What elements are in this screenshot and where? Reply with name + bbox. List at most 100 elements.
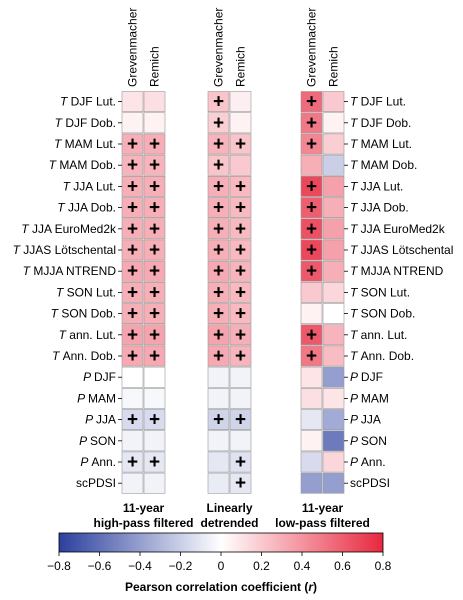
heatmap-cell xyxy=(143,239,166,261)
heatmap-cell xyxy=(229,366,252,388)
significance-marker: + xyxy=(306,92,317,113)
colorbar-tick-label: −0.8 xyxy=(47,559,71,573)
heatmap-cell xyxy=(229,91,252,113)
panel-title-line2: low-pass filtered xyxy=(275,516,370,530)
colorbar-ticks: −0.8 −0.6 −0.4 −0.2 0 0.2 0.4 0.6 0.8 xyxy=(47,552,392,573)
heatmap-cell xyxy=(229,430,252,452)
row-label: T SON Lut. xyxy=(350,285,410,299)
row-label: T JJAS Lötschental xyxy=(13,243,116,257)
row-label: P JJA xyxy=(85,413,116,427)
significance-marker: + xyxy=(149,261,160,282)
heatmap-cell xyxy=(207,324,230,346)
heatmap-cell xyxy=(300,239,323,261)
heatmap-cell xyxy=(229,112,252,134)
heatmap-cell xyxy=(143,472,166,494)
row-label: P DJF xyxy=(350,370,383,384)
heatmap-cell xyxy=(121,430,144,452)
heatmap-cell xyxy=(300,176,323,197)
row-label: T SON Dob. xyxy=(51,307,116,321)
row-label: T JJA Dob. xyxy=(350,201,409,215)
significance-marker: + xyxy=(127,219,138,240)
significance-marker: + xyxy=(127,261,138,282)
row-label: T SON Lut. xyxy=(56,285,116,299)
panel-title-line1: 11-year xyxy=(302,501,344,515)
heatmap-cell xyxy=(143,345,166,367)
row-label: T JJA EuroMed2k xyxy=(21,222,117,236)
colorbar-tick-label: −0.6 xyxy=(88,559,112,573)
heatmap-cell xyxy=(143,91,166,113)
row-label: T SON Dob. xyxy=(350,307,415,321)
heatmap-cell xyxy=(300,345,323,367)
significance-marker: + xyxy=(149,134,160,155)
heatmap-cell xyxy=(143,197,166,219)
heatmap-cell xyxy=(207,260,230,282)
heatmap-cell xyxy=(143,430,166,452)
significance-marker: + xyxy=(213,325,224,346)
significance-marker: + xyxy=(149,282,160,303)
colorbar-tick-label: 0 xyxy=(218,559,225,573)
row-label: P MAM xyxy=(350,391,389,405)
heatmap-cell xyxy=(229,239,252,261)
panel-title-line2: detrended xyxy=(200,516,258,530)
significance-marker: + xyxy=(213,282,224,303)
row-label: T MAM Dob. xyxy=(350,158,417,172)
heatmap-cell xyxy=(143,303,166,325)
heatmap-cell xyxy=(207,303,230,325)
significance-marker: + xyxy=(235,346,246,367)
significance-marker: + xyxy=(235,410,246,431)
row-labels-left: T DJF Lut. T DJF Dob. T MAM Lut. T MAM Dob.… xyxy=(13,95,122,490)
row-label: P MAM xyxy=(77,391,116,405)
heatmap-cell xyxy=(229,260,252,282)
heatmap-cell xyxy=(207,154,230,176)
significance-marker: + xyxy=(213,346,224,367)
significance-marker: + xyxy=(235,240,246,261)
significance-marker: + xyxy=(149,198,160,219)
heatmap-cell xyxy=(229,281,252,303)
significance-marker: + xyxy=(213,219,224,240)
row-label: T ann. Lut. xyxy=(350,328,407,342)
significance-marker: + xyxy=(149,452,160,473)
heatmap-cell xyxy=(229,197,252,219)
heatmap-cell xyxy=(207,451,230,473)
heatmap-cell xyxy=(143,154,166,176)
heatmap-cell xyxy=(143,133,166,155)
heatmap-cell xyxy=(207,345,230,367)
significance-marker: + xyxy=(127,304,138,325)
significance-marker: + xyxy=(149,346,160,367)
significance-marker: + xyxy=(306,134,317,155)
heatmap-cell xyxy=(207,197,230,219)
heatmap-cell xyxy=(121,112,144,134)
heatmap-cell xyxy=(322,281,345,303)
heatmap-cell xyxy=(207,430,230,452)
row-label: T MAM Dob. xyxy=(49,158,116,172)
significance-marker: + xyxy=(213,261,224,282)
colorbar-label: Pearson correlation coefficient (r) xyxy=(125,580,317,594)
heatmap-cell xyxy=(322,112,345,134)
heatmap-cell xyxy=(322,409,345,431)
heatmap-cell xyxy=(300,430,323,452)
heatmap-cell xyxy=(143,260,166,282)
row-label: scPDSI xyxy=(76,476,116,490)
significance-marker: + xyxy=(127,134,138,155)
heatmap-cell xyxy=(229,387,252,409)
heatmap-cell xyxy=(300,472,323,494)
heatmap-cell xyxy=(300,91,323,113)
panel-title-line1: 11-year xyxy=(123,501,165,515)
significance-marker: + xyxy=(127,240,138,261)
row-label: T DJF Dob. xyxy=(55,116,116,130)
heatmap-cell xyxy=(300,260,323,282)
heatmap-panels: Grevenmacher Remich+ ++ ++ ++ ++ ++ ++ ++ ++ ++ ++ +… xyxy=(93,8,369,530)
row-label: T DJF Lut. xyxy=(350,95,406,109)
significance-marker: + xyxy=(213,92,224,113)
row-label: T ann. Lut. xyxy=(59,328,116,342)
significance-marker: + xyxy=(235,176,246,197)
significance-marker: + xyxy=(149,240,160,261)
heatmap-cell xyxy=(322,154,345,176)
row-label: T JJA Dob. xyxy=(57,201,116,215)
heatmap-cell xyxy=(300,324,323,346)
heatmap-cell xyxy=(322,472,345,494)
significance-marker: + xyxy=(235,198,246,219)
significance-marker: + xyxy=(127,176,138,197)
significance-marker: + xyxy=(127,325,138,346)
significance-marker: + xyxy=(127,155,138,176)
